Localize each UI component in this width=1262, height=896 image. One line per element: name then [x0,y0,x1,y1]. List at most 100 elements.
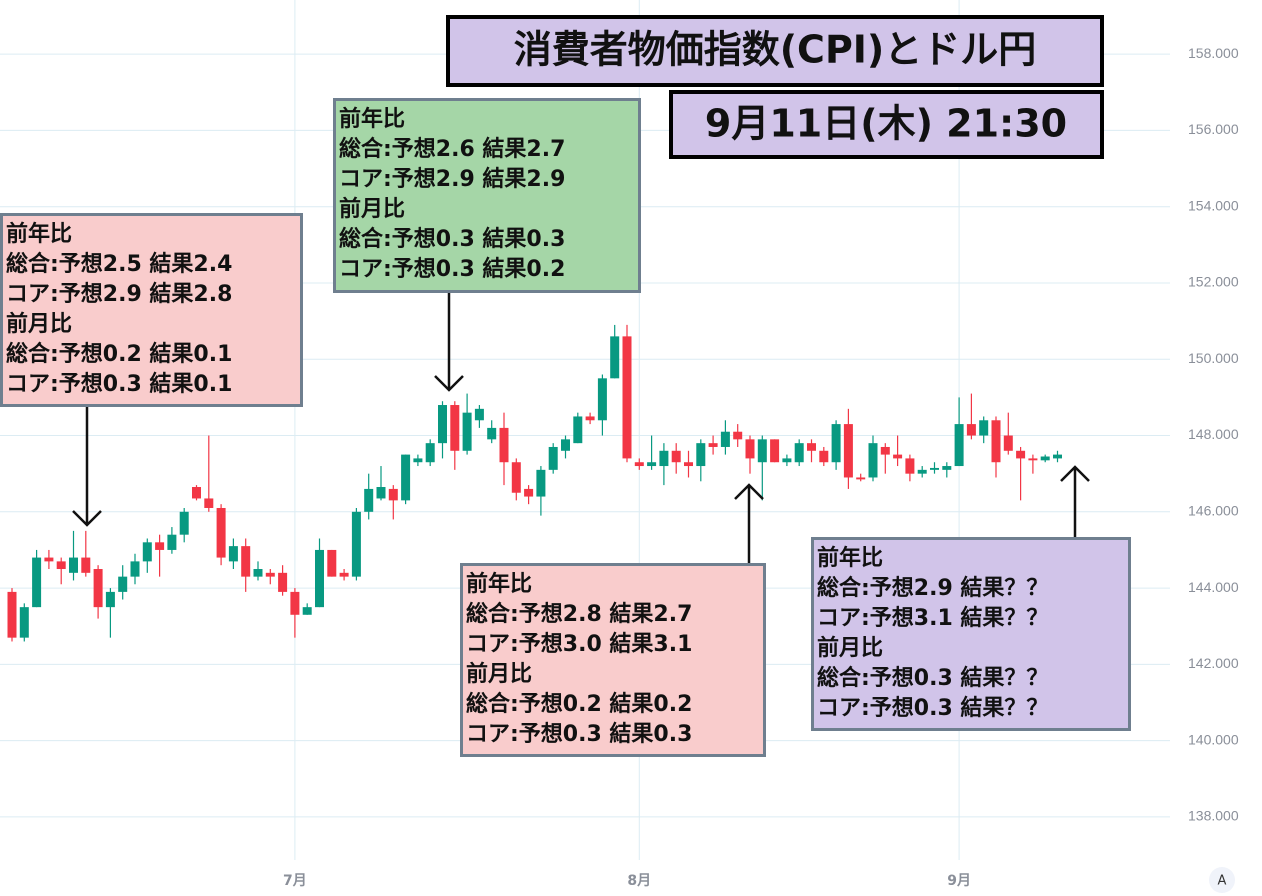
arrow [72,407,102,527]
candle-body [425,443,435,463]
candle-body [868,443,878,478]
candle-body [597,378,607,421]
candle-body [105,591,115,608]
candle-body [450,405,460,451]
y-tick-label: 156.000 [1188,121,1239,137]
x-tick-label: 7月 [283,873,307,889]
candle-body [192,487,201,499]
annotation-line: 前年比 [6,221,72,247]
y-tick-label: 138.000 [1188,808,1239,824]
candle-body [81,557,91,573]
candle-body [167,534,177,550]
candle-body [856,477,866,480]
candle-body [118,576,128,592]
y-tick-label: 152.000 [1188,274,1239,290]
candle-body [253,569,263,577]
annotation-line: 総合:予想0.2 結果0.2 [466,691,692,717]
y-tick-label: 146.000 [1188,503,1239,519]
candle-body [19,607,29,638]
chart-subtitle: 9月11日(木) 21:30 [705,102,1067,146]
candle-body [351,511,361,577]
candle-body [708,443,718,447]
y-tick-label: 148.000 [1188,426,1239,442]
candle-body [942,466,952,470]
candle-body [770,439,780,463]
candle-body [339,572,349,577]
candle-body [622,336,632,459]
candle-body [905,458,915,474]
annotation-line: 総合:予想2.5 結果2.4 [6,251,232,277]
candle-body [684,462,693,467]
candle-body [1016,450,1026,459]
candle-body [659,450,669,467]
y-tick-label: 154.000 [1188,197,1239,213]
x-tick-label: 8月 [627,873,651,889]
candle-body [315,549,324,608]
y-tick-label: 158.000 [1188,45,1239,61]
annotation-line: 前月比 [6,311,72,337]
candle-body [204,498,214,508]
annotation-line: コア:予想0.3 結果0.1 [6,371,232,397]
candle-body [647,462,657,467]
y-tick-label: 144.000 [1188,579,1239,595]
chart-title: 消費者物価指数(CPI)とドル円 [514,28,1037,72]
annotation-line: 総合:予想0.3 結果0.3 [339,226,565,252]
candle-body [327,549,337,577]
title-box [446,15,1104,87]
candle-body [733,431,743,440]
candle-body [474,408,484,421]
candle-body [93,569,103,608]
annotation-line: 総合:予想2.8 結果2.7 [466,601,692,627]
annotation-box [460,563,766,757]
candle-body [1053,454,1062,459]
candle-body [524,488,534,497]
candle-body [69,557,78,573]
candle-body [979,420,989,436]
candle-body [634,462,644,467]
annotation-box [811,537,1131,731]
annotation-line: コア:予想3.0 結果3.1 [466,631,692,657]
candle-body [241,546,251,577]
candle-body [401,454,411,501]
candle-body [228,546,238,562]
candle-body [130,561,140,577]
subtitle-box [669,90,1104,159]
candle-body [831,424,841,463]
candle-body [573,416,583,444]
annotation-box [0,213,303,407]
candle-body [155,542,165,550]
candle-body [499,427,509,463]
candle-body [561,439,570,451]
candle-body [610,336,620,379]
annotation-line: コア:予想2.9 結果2.8 [6,281,232,307]
annotation-line: 前年比 [466,571,532,597]
candle-body [179,511,189,535]
candle-body [1040,456,1050,461]
candle-body [511,462,521,493]
candle-body [1028,458,1038,461]
candle-body [487,427,497,440]
arrows [72,293,1090,563]
candle-body [930,467,939,470]
candle-body [376,487,386,499]
y-tick-label: 150.000 [1188,350,1239,366]
candle-body [548,446,558,470]
candle-body [794,443,804,463]
annotation-line: 前月比 [339,196,405,222]
candle-body [388,488,398,501]
arrow [434,293,464,392]
candle-body [413,458,423,463]
candle-body [880,446,890,455]
x-tick-label: 9月 [947,873,971,889]
candle-body [954,424,964,467]
scale-button[interactable] [1209,867,1235,893]
candle-body [843,424,853,478]
annotation-line: 前月比 [466,661,532,687]
candle-body [216,507,226,558]
candle-body [807,443,816,451]
candle-body [265,572,275,577]
candle-body [7,591,17,638]
candle-body [782,458,792,463]
scale-button-label[interactable]: A [1218,874,1227,889]
candle-body [917,469,927,474]
